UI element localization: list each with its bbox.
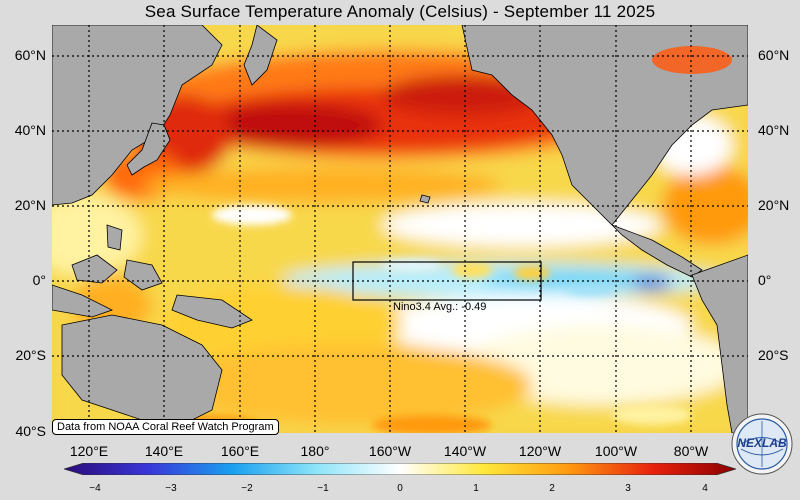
lat-label-right: 60°N	[758, 47, 790, 63]
colorbar-tick: 0	[397, 483, 403, 494]
lat-label-left: 0°	[32, 272, 46, 288]
colorbar-tick: 1	[473, 483, 479, 494]
colorbar-tick: 3	[625, 483, 631, 494]
land	[52, 25, 748, 433]
colorbar-tick: −2	[241, 483, 253, 494]
nexlab-logo: NEXLAB	[731, 413, 793, 475]
nino34-average-label: Nino3.4 Avg.: -0.49	[393, 301, 487, 313]
lat-label-left: 20°S	[15, 347, 46, 363]
sst-anomaly-map	[52, 25, 748, 433]
colorbar-tick: −4	[89, 483, 101, 494]
nino34-box	[352, 261, 542, 301]
lon-label: 120°W	[518, 443, 562, 459]
colorbar-tick: −1	[317, 483, 329, 494]
lon-label: 140°E	[144, 443, 184, 459]
lat-label-right: 0°	[758, 272, 772, 288]
data-credit-label: Data from NOAA Coral Reef Watch Program	[52, 419, 279, 435]
lon-label: 100°W	[594, 443, 638, 459]
map-title: Sea Surface Temperature Anomaly (Celsius…	[144, 2, 656, 21]
lat-label-right: 20°N	[758, 197, 790, 213]
logo-text: NEXLAB	[737, 436, 787, 450]
lat-label-left: 60°N	[14, 47, 46, 63]
lon-label: 80°W	[673, 443, 709, 459]
lat-label-left: 40°N	[14, 122, 46, 138]
lat-label-left: 20°N	[14, 197, 46, 213]
lat-label-right: 20°S	[758, 347, 789, 363]
colorbar-tick: −3	[165, 483, 177, 494]
lat-label-left: 40°S	[15, 423, 46, 439]
graticule	[52, 25, 748, 433]
lon-label: 140°W	[443, 443, 487, 459]
lon-label: 180°	[300, 443, 330, 459]
lon-label: 160°E	[220, 443, 260, 459]
lat-label-right: 40°N	[758, 122, 790, 138]
lon-label: 120°E	[69, 443, 109, 459]
lon-label: 160°W	[368, 443, 412, 459]
colorbar-tick: 2	[549, 483, 555, 494]
colorbar	[64, 463, 736, 475]
colorbar-tick: 4	[702, 483, 708, 494]
